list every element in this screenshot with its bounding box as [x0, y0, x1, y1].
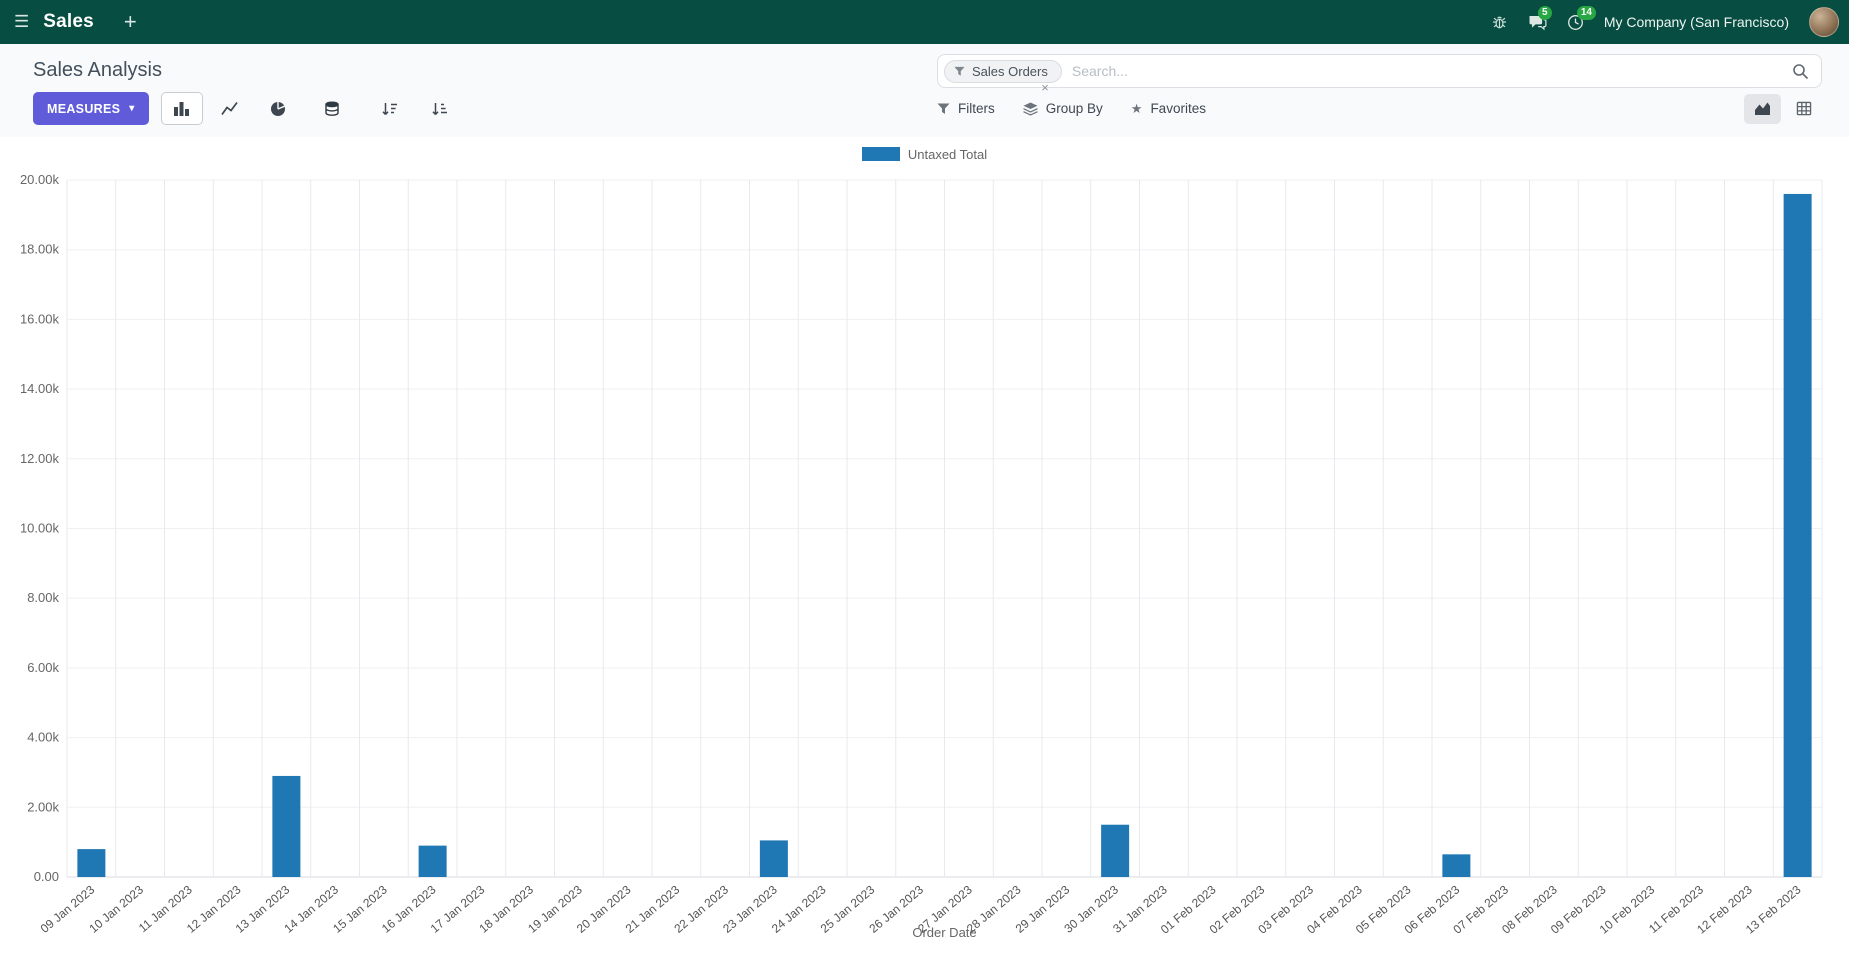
- y-tick-label: 12.00k: [20, 451, 60, 466]
- filters-funnel-icon: [937, 103, 950, 115]
- navbar-left: ☰ Sales +: [0, 11, 137, 33]
- page-title: Sales Analysis: [33, 59, 162, 81]
- bar[interactable]: [1783, 193, 1812, 877]
- sort-descending-button[interactable]: [369, 92, 411, 125]
- line-chart-button[interactable]: [209, 92, 251, 125]
- y-tick-label: 6.00k: [27, 660, 59, 675]
- graph-toolbar: MEASURES ▾: [33, 92, 937, 125]
- y-tick-label: 4.00k: [27, 730, 59, 745]
- x-tick-label: 10 Jan 2023: [86, 882, 146, 935]
- filters-label: Filters: [958, 101, 995, 116]
- search-bar[interactable]: Sales Orders ×: [937, 54, 1822, 94]
- measures-label: MEASURES: [47, 101, 121, 116]
- x-axis-title: Order Date: [912, 925, 976, 940]
- debug-bug-icon[interactable]: [1491, 14, 1508, 30]
- legend-label: Untaxed Total: [907, 146, 988, 162]
- top-navbar: ☰ Sales + 5 14 My Company (San Francisco…: [0, 0, 1849, 44]
- y-tick-label: 2.00k: [27, 799, 59, 814]
- y-tick-label: 0.00: [34, 869, 59, 884]
- bar[interactable]: [418, 845, 447, 877]
- pie-chart-button[interactable]: [257, 92, 299, 125]
- messages-icon[interactable]: 5: [1528, 5, 1552, 31]
- bar[interactable]: [1442, 854, 1471, 877]
- filters-dropdown[interactable]: Filters: [937, 101, 995, 116]
- favorites-label: Favorites: [1150, 101, 1206, 116]
- group-by-layers-icon: [1022, 101, 1038, 116]
- bar[interactable]: [77, 849, 106, 877]
- search-input[interactable]: [1061, 63, 1792, 79]
- bar[interactable]: [272, 775, 301, 877]
- app-name[interactable]: Sales: [43, 11, 94, 32]
- activities-clock-icon[interactable]: 14: [1567, 5, 1596, 31]
- pivot-grid-icon: [1796, 101, 1812, 116]
- y-tick-label: 20.00k: [20, 172, 60, 187]
- facet-label: Sales Orders: [972, 63, 1048, 79]
- bar-chart: 0.00 2.00k 4.00k 6.00k 8.00k 10.00k 12.00k 14.0…: [20, 172, 1823, 940]
- plus-icon[interactable]: +: [123, 9, 137, 34]
- search-options: Filters Group By ★ Favorites: [937, 101, 1206, 116]
- user-avatar[interactable]: [1809, 7, 1839, 37]
- chart-type-group: [160, 92, 299, 125]
- pivot-view-button[interactable]: [1785, 94, 1822, 124]
- caret-down-icon: ▾: [129, 103, 135, 114]
- legend-swatch: [861, 147, 900, 161]
- line-chart-icon: [221, 101, 238, 116]
- chart-legend[interactable]: Untaxed Total: [0, 143, 1849, 165]
- search-icon[interactable]: [1792, 63, 1809, 80]
- y-tick-label: 10.00k: [20, 521, 60, 536]
- company-switcher[interactable]: My Company (San Francisco): [1603, 14, 1789, 30]
- sort-ascending-icon: [431, 101, 448, 117]
- group-by-label: Group By: [1045, 101, 1103, 116]
- measures-button[interactable]: MEASURES ▾: [33, 92, 149, 125]
- sort-ascending-button[interactable]: [419, 92, 461, 125]
- filter-funnel-icon: [954, 66, 965, 77]
- stacked-database-icon: [324, 101, 340, 117]
- bar-chart-button[interactable]: [160, 92, 203, 125]
- activities-badge: 14: [1576, 5, 1596, 20]
- view-switcher: [1744, 93, 1822, 124]
- control-panel: Sales Analysis Sales Orders × MEASURES ▾: [0, 44, 1849, 137]
- favorites-dropdown[interactable]: ★ Favorites: [1131, 101, 1206, 116]
- graph-view-button[interactable]: [1744, 93, 1781, 124]
- y-tick-label: 16.00k: [20, 311, 60, 326]
- pie-chart-icon: [270, 101, 286, 117]
- stacked-toggle-button[interactable]: [311, 92, 353, 125]
- search-facet[interactable]: Sales Orders ×: [944, 59, 1062, 94]
- bar-chart-icon: [173, 101, 190, 116]
- graph-view: Untaxed Total 0.00 2.00k 4.00k 6.00k 8.00k 10…: [0, 137, 1849, 945]
- y-tick-label: 8.00k: [27, 590, 59, 605]
- messages-badge: 5: [1537, 5, 1552, 20]
- favorites-star-icon: ★: [1130, 101, 1143, 116]
- bar[interactable]: [1101, 824, 1130, 877]
- area-chart-icon: [1754, 101, 1771, 116]
- y-tick-label: 14.00k: [20, 381, 60, 396]
- apps-menu-icon[interactable]: ☰: [14, 12, 30, 31]
- y-tick-label: 18.00k: [20, 242, 60, 257]
- group-by-dropdown[interactable]: Group By: [1022, 101, 1103, 116]
- bar[interactable]: [759, 840, 788, 877]
- facet-remove-icon[interactable]: ×: [1041, 79, 1049, 95]
- sort-descending-icon: [381, 101, 398, 117]
- navbar-right: 5 14 My Company (San Francisco): [1491, 5, 1849, 37]
